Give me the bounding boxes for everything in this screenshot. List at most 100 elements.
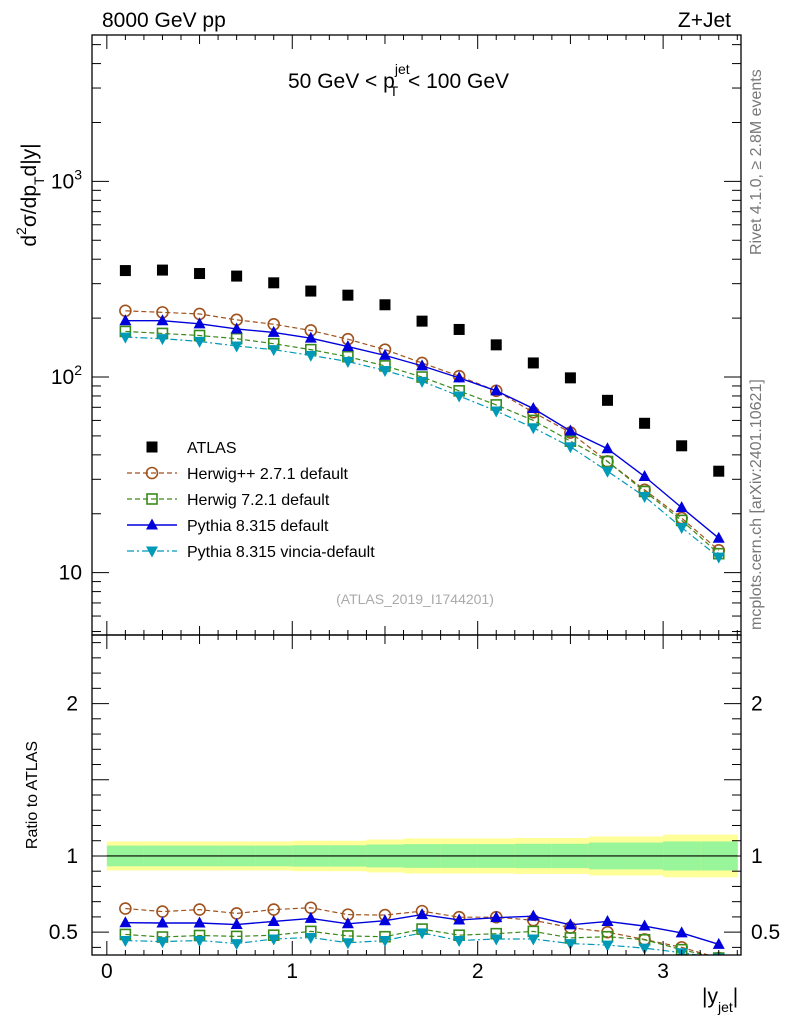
y-tick-label-ratio-right-1: 1 [751, 845, 763, 868]
y-axis-label-ratio: Ratio to ATLAS [24, 741, 41, 849]
ratio-point-3-5 [304, 932, 317, 944]
y-tick-label-main-0: 10 [59, 562, 82, 585]
main-point-4-1 [156, 334, 169, 346]
main-point-0-2 [194, 268, 206, 280]
ylabel-sigma: σ/dp [18, 185, 41, 227]
main-point-0-7 [379, 299, 391, 311]
main-point-2-13 [601, 455, 614, 468]
y-tick-label-main-2: 103 [51, 166, 82, 193]
ylabel-d: d [18, 235, 41, 247]
x-axis-label: |yjet| [702, 985, 738, 1015]
legend-entry-4: Pythia 8.315 vincia-default [127, 544, 375, 561]
ratio-point-2-7 [378, 914, 391, 926]
ratio-point-3-10 [490, 934, 503, 946]
main-point-3-1 [156, 314, 169, 326]
main-point-3-13 [601, 442, 614, 454]
main-point-0-4 [268, 277, 280, 289]
legend-marker-3 [146, 518, 158, 530]
main-point-0-13 [601, 394, 613, 406]
y-tick-base: 10 [51, 366, 74, 389]
ratio-point-2-13 [601, 914, 614, 926]
ratio-panel-content [106, 834, 738, 955]
main-label-sup: jet [394, 61, 410, 77]
main-point-3-8 [416, 359, 429, 371]
ratio-point-2-10 [490, 911, 503, 923]
main-point-0-10 [490, 339, 502, 351]
y-axis-label-main: d2σ/dpTd|y| [13, 143, 47, 246]
ratio-point-2-9 [453, 913, 466, 925]
y-tick-base: 10 [51, 170, 74, 193]
legend-label-3: Pythia 8.315 default [187, 518, 329, 535]
y-tick-base: 10 [59, 562, 82, 585]
main-point-3-5 [304, 331, 317, 343]
ratio-point-3-12 [564, 939, 577, 951]
ratio-series-3 [119, 928, 725, 955]
main-point-3-10 [490, 384, 503, 396]
legend-marker-0 [146, 441, 158, 453]
legend-label-0: ATLAS [187, 440, 237, 457]
ratio-point-3-4 [267, 934, 280, 946]
x-tick-label-3: 3 [657, 960, 669, 983]
main-plot-label: 50 GeV < pjet T < 100 GeV [288, 61, 509, 99]
ratio-point-0-2 [193, 903, 206, 916]
main-point-3-16 [712, 531, 725, 543]
ratio-point-3-7 [378, 936, 391, 948]
header-right: Z+Jet [678, 9, 731, 32]
main-point-4-11 [527, 423, 540, 435]
ratio-point-2-6 [341, 917, 354, 929]
ratio-point-3-2 [193, 936, 206, 948]
ratio-point-3-1 [156, 937, 169, 949]
ratio-point-2-3 [230, 918, 243, 930]
ratio-point-2-1 [156, 916, 169, 928]
ylabel-rest: d|y| [18, 143, 41, 176]
legend-entry-1: Herwig++ 2.7.1 default [127, 466, 349, 483]
main-point-4-13 [601, 466, 614, 478]
ratio-point-2-14 [638, 919, 651, 931]
ratio-series-2 [119, 908, 725, 949]
main-point-3-12 [564, 424, 577, 436]
ratio-point-3-3 [230, 939, 243, 951]
ratio-point-3-13 [601, 940, 614, 952]
legend-entry-3: Pythia 8.315 default [127, 518, 329, 535]
ratio-panel-frame [91, 634, 742, 956]
main-point-3-6 [341, 340, 354, 352]
main-point-0-3 [231, 270, 243, 282]
main-series-line-2 [125, 330, 720, 555]
main-point-4-3 [230, 341, 243, 353]
main-point-4-8 [416, 376, 429, 388]
header-left: 8000 GeV pp [102, 9, 226, 32]
main-point-3-2 [193, 317, 206, 329]
main-series-line-1 [125, 310, 720, 551]
ratio-point-3-0 [119, 936, 132, 948]
main-panel-content [119, 264, 726, 564]
ratio-point-2-12 [564, 918, 577, 930]
legend-marker-1 [145, 466, 159, 480]
main-point-4-10 [490, 406, 503, 418]
ratio-point-3-8 [416, 928, 429, 940]
main-point-4-14 [638, 492, 651, 504]
main-point-4-6 [341, 357, 354, 369]
main-point-4-12 [564, 442, 577, 454]
ratio-series-line-3 [125, 932, 702, 955]
main-point-4-5 [304, 350, 317, 362]
legend-entry-2: Herwig 7.2.1 default [127, 492, 330, 509]
main-point-3-0 [119, 314, 132, 326]
ratio-point-3-11 [527, 934, 540, 946]
y-tick-exp: 2 [74, 362, 82, 378]
main-point-3-7 [378, 348, 391, 360]
main-point-3-11 [527, 402, 540, 414]
xlabel-sub: jet [717, 999, 733, 1015]
ratio-point-2-15 [675, 926, 688, 938]
ratio-point-3-14 [638, 943, 651, 955]
legend-marker-2 [146, 493, 158, 505]
xlabel-post: | [733, 985, 738, 1008]
ylabel-T: T [31, 176, 47, 185]
main-point-4-7 [378, 365, 391, 377]
main-point-0-1 [156, 264, 168, 276]
main-point-4-0 [119, 332, 132, 344]
y-tick-label-ratio-left-0: 0.5 [49, 921, 78, 944]
ratio-point-2-11 [527, 909, 540, 921]
ratio-point-2-16 [712, 937, 725, 949]
